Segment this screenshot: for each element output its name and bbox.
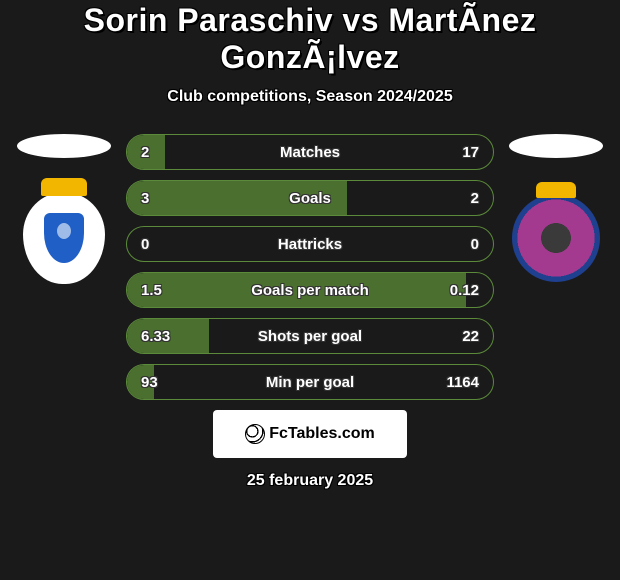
right-club-crest (506, 188, 606, 288)
stat-left-value: 3 (141, 190, 149, 207)
stat-label: Shots per goal (258, 328, 362, 345)
stat-left-value: 2 (141, 144, 149, 161)
main-content: 2 Matches 17 3 Goals 2 0 Hattricks 0 1.5 Goals per… (0, 134, 620, 400)
club-crest-icon (512, 194, 600, 282)
stat-left-value: 6.33 (141, 328, 170, 345)
stat-row: 1.5 Goals per match 0.12 (126, 272, 494, 308)
stat-right-value: 0 (471, 236, 479, 253)
stat-right-value: 0.12 (450, 282, 479, 299)
infographic-container: Sorin Paraschiv vs MartÃ­nez GonzÃ¡lvez … (0, 0, 620, 580)
page-title: Sorin Paraschiv vs MartÃ­nez GonzÃ¡lvez (0, 2, 620, 76)
stat-right-value: 2 (471, 190, 479, 207)
stat-label: Goals (289, 190, 331, 207)
brand-badge: FcTables.com (213, 410, 407, 458)
right-flag-icon (509, 134, 603, 158)
stat-row: 6.33 Shots per goal 22 (126, 318, 494, 354)
stat-label: Matches (280, 144, 340, 161)
soccer-ball-icon (245, 424, 265, 444)
left-flag-icon (17, 134, 111, 158)
club-crest-icon (23, 192, 105, 284)
stat-left-value: 1.5 (141, 282, 162, 299)
date-label: 25 february 2025 (0, 472, 620, 490)
stat-right-value: 22 (462, 328, 479, 345)
left-club-crest (14, 188, 114, 288)
left-player-column (8, 134, 120, 288)
subtitle: Club competitions, Season 2024/2025 (0, 88, 620, 106)
right-player-column (500, 134, 612, 288)
stat-row: 93 Min per goal 1164 (126, 364, 494, 400)
stat-row: 2 Matches 17 (126, 134, 494, 170)
stat-label: Min per goal (266, 374, 354, 391)
stat-right-value: 1164 (446, 374, 479, 391)
brand-text: FcTables.com (269, 425, 375, 443)
stat-left-value: 93 (141, 374, 158, 391)
stat-right-value: 17 (462, 144, 479, 161)
stats-panel: 2 Matches 17 3 Goals 2 0 Hattricks 0 1.5 Goals per… (120, 134, 500, 400)
stat-row: 0 Hattricks 0 (126, 226, 494, 262)
stat-row: 3 Goals 2 (126, 180, 494, 216)
stat-left-value: 0 (141, 236, 149, 253)
stat-label: Goals per match (251, 282, 369, 299)
stat-label: Hattricks (278, 236, 342, 253)
